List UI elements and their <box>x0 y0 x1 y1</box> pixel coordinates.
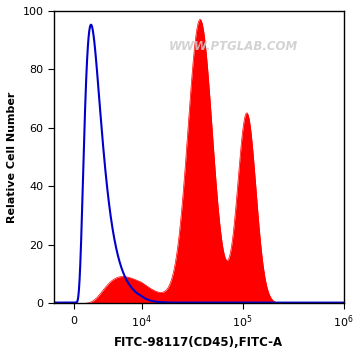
Text: WWW.PTGLAB.COM: WWW.PTGLAB.COM <box>169 40 298 53</box>
Y-axis label: Relative Cell Number: Relative Cell Number <box>7 91 17 223</box>
X-axis label: FITC-98117(CD45),FITC-A: FITC-98117(CD45),FITC-A <box>114 336 283 349</box>
